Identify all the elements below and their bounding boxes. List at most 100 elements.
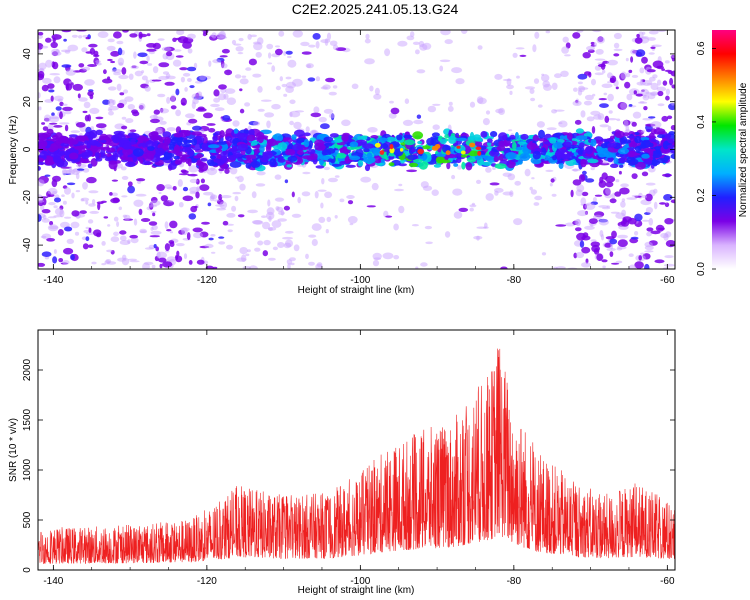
- spectrogram-speckle: [664, 218, 674, 225]
- spectrogram-speckle: [545, 30, 551, 34]
- spectrogram-band-blob: [277, 158, 286, 163]
- spectrogram-speckle: [598, 98, 608, 101]
- spectrogram-band-blob: [95, 142, 103, 147]
- spectrogram-band-blob: [336, 152, 347, 159]
- spectrogram-speckle: [118, 206, 123, 211]
- spectrogram-speckle: [60, 166, 72, 169]
- spectrogram-speckle: [610, 242, 614, 250]
- spectrogram-x-ticks: -140 -120 -100 -80 -60: [43, 30, 675, 286]
- spectrogram-speckle: [176, 30, 185, 36]
- spectrogram-speckle: [613, 48, 623, 52]
- spectrogram-speckle: [55, 106, 62, 111]
- spectrogram-speckle: [633, 90, 637, 95]
- spectrogram-speckle: [512, 52, 518, 58]
- spectrogram-speckle: [151, 210, 157, 213]
- spectrogram-speckle: [671, 102, 675, 106]
- spectrogram-band-blob: [137, 137, 150, 142]
- spectrogram-speckle: [153, 244, 157, 249]
- spectrogram-band-blob: [303, 139, 310, 148]
- spectrogram-speckle: [574, 119, 582, 125]
- spectrogram-speckle: [639, 67, 645, 74]
- spectrogram-band-blob: [87, 163, 93, 169]
- spectrogram-speckle: [588, 218, 598, 225]
- spectrogram-speckle: [620, 219, 630, 227]
- spectrogram-speckle: [628, 104, 633, 107]
- spectrogram-speckle: [477, 45, 483, 50]
- spectrogram-speckle: [210, 103, 220, 108]
- spectrogram-speckle: [45, 59, 53, 68]
- spectrogram-band-blob: [649, 159, 661, 166]
- spectrogram-hotspot: [475, 146, 482, 150]
- spectrogram-band-blob: [205, 140, 215, 144]
- spectrogram-speckle: [575, 251, 585, 259]
- spectrogram-speckle: [158, 257, 167, 263]
- colorbar-tick-label: 0.2: [696, 188, 707, 202]
- colorbar-tick-label: 0.6: [696, 41, 707, 55]
- spectrogram-speckle: [615, 260, 623, 264]
- spectrogram-speckle: [533, 78, 540, 84]
- spectrogram-speckle: [603, 92, 608, 96]
- spectrogram-speckle: [284, 179, 289, 184]
- spectrogram-speckle: [113, 231, 119, 236]
- spectrogram-speckle: [130, 65, 139, 70]
- spectrogram-speckle: [406, 169, 418, 173]
- spectrogram-speckle: [62, 200, 67, 205]
- spectrogram-speckle: [95, 60, 101, 64]
- spectrogram-band-blob: [143, 152, 155, 162]
- spectrogram-speckle: [246, 249, 251, 253]
- spectrogram-speckle: [245, 253, 250, 257]
- spectrogram-speckle: [234, 74, 242, 79]
- spectrogram-speckle: [244, 102, 251, 107]
- spectrogram-speckle: [572, 100, 582, 107]
- spectrogram-speckle: [263, 239, 271, 246]
- y-tick-label: 0: [22, 567, 33, 573]
- spectrogram-band-blob: [357, 160, 364, 167]
- spectrogram-band-blob: [168, 162, 177, 170]
- spectrogram-speckle: [646, 231, 652, 237]
- spectrogram-speckle: [41, 218, 50, 223]
- spectrogram-speckle: [257, 108, 265, 112]
- spectrogram-band-blob: [532, 134, 539, 142]
- spectrogram-speckle: [77, 93, 81, 99]
- spectrogram-speckle: [663, 233, 669, 241]
- spectrogram-speckle: [650, 121, 662, 129]
- spectrogram-speckle: [575, 189, 583, 197]
- spectrogram-speckle: [618, 170, 622, 175]
- spectrogram-band-blob: [362, 143, 374, 149]
- spectrogram-speckle: [229, 167, 238, 175]
- spectrogram-speckle: [188, 118, 198, 124]
- spectrogram-speckle: [192, 125, 202, 131]
- spectrogram-speckle: [125, 118, 134, 124]
- spectrogram-speckle: [631, 121, 637, 127]
- spectrogram-speckle: [188, 165, 199, 173]
- spectrogram-y-axis-label: Frequency (Hz): [8, 116, 19, 185]
- spectrogram-speckle: [150, 226, 154, 231]
- spectrogram-speckle: [219, 30, 226, 38]
- spectrogram-speckle: [339, 198, 345, 203]
- spectrogram-speckle: [210, 234, 216, 237]
- spectrogram-band-blob: [609, 135, 615, 140]
- spectrogram-speckle: [582, 170, 587, 175]
- spectrogram-band-blob: [164, 136, 171, 146]
- spectrogram-speckle: [425, 241, 433, 245]
- spectrogram-speckle: [161, 46, 172, 52]
- spectrogram-band-blob: [277, 142, 288, 151]
- spectrogram-speckle: [96, 123, 107, 129]
- spectrogram-speckle: [60, 49, 71, 53]
- spectrogram-speckle: [317, 189, 327, 192]
- spectrogram-band-blob: [62, 139, 71, 144]
- spectrogram-band-blob: [517, 159, 523, 165]
- spectrogram-speckle: [323, 166, 330, 171]
- spectrogram-speckle: [157, 93, 166, 98]
- spectrogram-speckle: [166, 127, 176, 132]
- spectrogram-speckle: [585, 178, 595, 183]
- spectrogram-speckle: [145, 79, 149, 85]
- spectrogram-speckle: [608, 110, 613, 114]
- spectrogram-speckle: [320, 39, 331, 44]
- spectrogram-speckle: [97, 31, 109, 38]
- x-tick-label: -60: [660, 576, 675, 587]
- spectrogram-speckle: [64, 110, 72, 115]
- spectrogram-speckle: [146, 48, 157, 52]
- spectrogram-speckle: [306, 64, 311, 68]
- spectrogram-speckle: [302, 171, 311, 175]
